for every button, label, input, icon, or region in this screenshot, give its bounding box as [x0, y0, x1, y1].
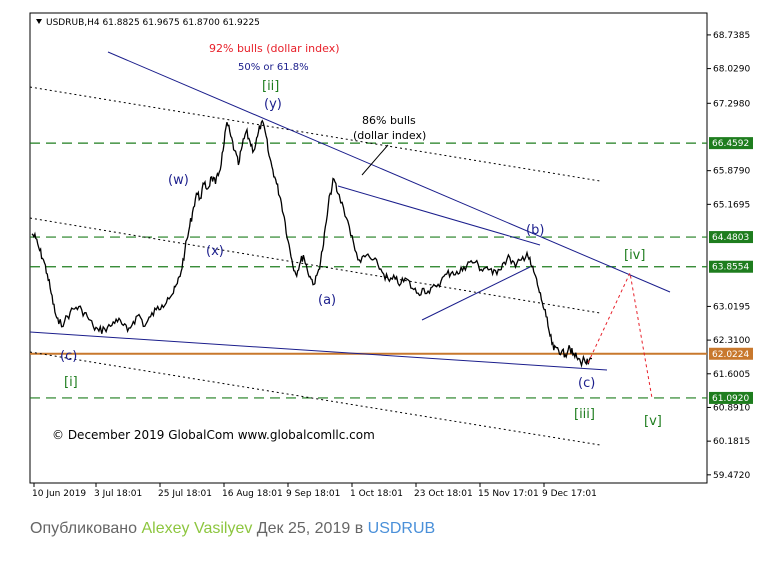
- x-tick-label-4: 9 Sep 18:01: [286, 489, 340, 499]
- navy-trendline-c: [421, 266, 531, 321]
- price-level-badge-2: [709, 260, 753, 273]
- price-level-label-4: 61.0920: [712, 394, 749, 404]
- annotation-mid-line1: 86% bulls: [362, 114, 416, 127]
- author-link[interactable]: Alexey Vasilyev: [141, 520, 253, 537]
- wave-label-a: (a): [318, 293, 336, 308]
- wave-label-i: [i]: [64, 375, 78, 390]
- caption-middle: Дек 25, 2019 в: [252, 520, 368, 537]
- annotation-pointer: [361, 144, 389, 176]
- price-level-labels: 66.4592 64.4803 63.8554 62.0224 61.0920: [709, 137, 753, 404]
- dotted-channel-upper: [30, 86, 601, 182]
- y-tick-label-8: 67.2980: [713, 99, 750, 109]
- price-level-label-0: 66.4592: [712, 139, 749, 149]
- publish-caption: Опубликовано Alexey Vasilyev Дек 25, 201…: [30, 520, 435, 538]
- plot-frame: [29, 12, 708, 484]
- wave-label-iii: [iii]: [574, 407, 595, 422]
- y-tick-label-4: 62.3100: [713, 336, 750, 346]
- copyright-text: © December 2019 GlobalCom www.globalcoml…: [52, 428, 375, 442]
- y-tick-label-0: 59.4720: [713, 471, 750, 481]
- wave-label-b: (b): [526, 223, 544, 238]
- price-level-badge-3: [709, 347, 753, 360]
- wave-label-c-left: (c): [60, 349, 77, 364]
- wave-label-v: [v]: [644, 414, 662, 429]
- y-tick-label-6: 65.1695: [713, 200, 750, 210]
- caption-prefix: Опубликовано: [30, 520, 142, 537]
- x-tick-label-1: 3 Jul 18:01: [94, 489, 142, 499]
- x-tick-label-0: 10 Jun 2019: [32, 489, 86, 499]
- price-level-label-3: 62.0224: [712, 350, 749, 360]
- price-level-badge-1: [709, 231, 753, 244]
- dotted-channel-lower: [30, 351, 601, 446]
- projection-dotted-red: [587, 271, 653, 399]
- x-tick-label-6: 23 Oct 18:01: [414, 489, 473, 499]
- price-level-badge-0: [709, 137, 753, 150]
- x-tick-label-2: 25 Jul 18:01: [158, 489, 212, 499]
- annotation-top-blue: 50% or 61.8%: [238, 62, 309, 73]
- symbol-header: USDRUB,H4 61.8825 61.9675 61.8700 61.922…: [46, 18, 260, 28]
- x-tick-label-5: 1 Oct 18:01: [350, 489, 403, 499]
- price-series: [31, 119, 593, 368]
- header-triangle-icon: [36, 19, 42, 24]
- annotation-top-red: 92% bulls (dollar index): [209, 42, 340, 55]
- navy-trendline-b: [337, 185, 541, 246]
- y-tick-label-1: 60.1815: [713, 437, 750, 447]
- x-tick-label-7: 15 Nov 17:01: [478, 489, 539, 499]
- navy-trendline-top: [107, 51, 671, 293]
- y-axis: 59.4720 60.1815 60.8910 61.6005 62.3100 63.01…: [707, 31, 750, 481]
- y-tick-label-7: 65.8790: [713, 167, 750, 177]
- annotation-mid-line2: (dollar index): [353, 129, 426, 142]
- price-level-label-1: 64.4803: [712, 233, 749, 243]
- navy-trendline-bottom: [30, 331, 608, 371]
- y-tick-label-5: 63.0195: [713, 302, 750, 312]
- y-tick-label-2: 60.8910: [713, 403, 750, 413]
- price-level-label-2: 63.8554: [712, 263, 749, 273]
- y-tick-label-3: 61.6005: [713, 370, 750, 380]
- x-axis: 10 Jun 2019 3 Jul 18:01 25 Jul 18:01 16 Aug…: [32, 483, 597, 499]
- wave-label-c-right: (c): [578, 376, 595, 391]
- x-tick-label-3: 16 Aug 18:01: [222, 489, 283, 499]
- wave-label-iv: [iv]: [624, 248, 645, 263]
- x-tick-label-8: 9 Dec 17:01: [542, 489, 597, 499]
- wave-label-ii: [ii]: [262, 79, 279, 94]
- wave-label-y: (y): [264, 97, 282, 112]
- y-tick-label-10: 68.7385: [713, 31, 750, 41]
- wave-label-x: (x): [206, 244, 224, 259]
- y-tick-label-9: 68.0290: [713, 65, 750, 75]
- dotted-channel-mid: [30, 217, 601, 314]
- wave-label-w: (w): [168, 173, 189, 188]
- price-level-badge-4: [709, 391, 753, 404]
- symbol-link[interactable]: USDRUB: [367, 520, 436, 537]
